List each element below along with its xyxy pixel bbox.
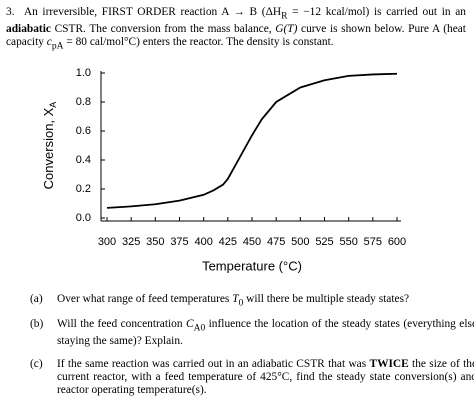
y-tick-label: 0.6: [76, 125, 91, 137]
x-tick-label: 350: [146, 236, 164, 248]
text: An irreversible, FIRST ORDER reaction A …: [23, 6, 282, 18]
x-tick-label: 425: [219, 236, 237, 248]
x-tick-label: 600: [388, 236, 406, 248]
question: (b) Will the feed concentration CA0 influ…: [30, 318, 474, 348]
y-tick-label: 0.8: [76, 96, 91, 108]
x-tick-label: 450: [243, 236, 261, 248]
x-tick-label: 575: [364, 236, 382, 248]
curve: [106, 72, 398, 209]
chart: 0.0 0.2 0.4 0.6 0.8 1.0 300 325 350 375 400 425 450 4…: [41, 67, 406, 274]
y-tick-label: 0.0: [76, 212, 91, 224]
text: If the same reaction was carried out in …: [57, 358, 370, 370]
text: = −12 kcal/mol) is carried out in an: [287, 6, 466, 18]
text: TWICE: [369, 358, 409, 370]
label: (a): [30, 293, 43, 305]
x-tick-label: 500: [291, 236, 309, 248]
y-tick-label: 1.0: [76, 67, 91, 79]
problem-intro: 3. An irreversible, FIRST ORDER reaction…: [6, 6, 466, 54]
text: curve is shown below. Pure A (heat capac…: [6, 23, 466, 49]
text: A0: [193, 323, 206, 334]
x-tick-label: 550: [339, 236, 357, 248]
text: the size of the current reactor, with a …: [57, 358, 474, 396]
text: influence the location of the steady sta…: [57, 318, 474, 348]
text: R: [281, 11, 288, 22]
x-tick-label: 300: [98, 236, 116, 248]
y-axis-label-main: Conversion, X: [41, 107, 56, 189]
text: G(T): [275, 23, 298, 36]
text: Will the feed concentration: [57, 318, 186, 330]
x-tick-label: 475: [267, 236, 285, 248]
text: T: [232, 293, 239, 305]
x-tick-label: 375: [170, 236, 188, 248]
y-axis-label-sub: A: [48, 102, 58, 108]
y-tick-label: 0.4: [76, 154, 91, 166]
number: 3.: [6, 6, 15, 18]
text: will there be multiple steady states?: [243, 293, 410, 305]
label: (c): [30, 358, 43, 370]
y-tick-label: 0.2: [76, 183, 91, 195]
text: = 80 cal/mol°C) enters the reactor. The …: [63, 36, 334, 49]
x-tick-label: 400: [194, 236, 212, 248]
text: CSTR. The conversion from the mass balan…: [50, 23, 276, 36]
y-axis-label: Conversion, XA: [41, 102, 58, 190]
x-tick-label: 325: [122, 236, 140, 248]
text: 0: [238, 298, 244, 309]
text: Over what range of feed temperatures: [57, 293, 233, 305]
x-tick-label: 525: [315, 236, 333, 248]
text: pA: [51, 41, 64, 52]
x-axis-label: Temperature (°C): [202, 258, 302, 273]
question: (a) Over what range of feed temperatures …: [30, 293, 474, 310]
text: c: [46, 36, 52, 49]
question: (c) If the same reaction was carried out …: [30, 358, 474, 397]
label: (b): [30, 318, 44, 330]
text: adiabatic: [6, 23, 51, 36]
text: C: [185, 318, 194, 330]
